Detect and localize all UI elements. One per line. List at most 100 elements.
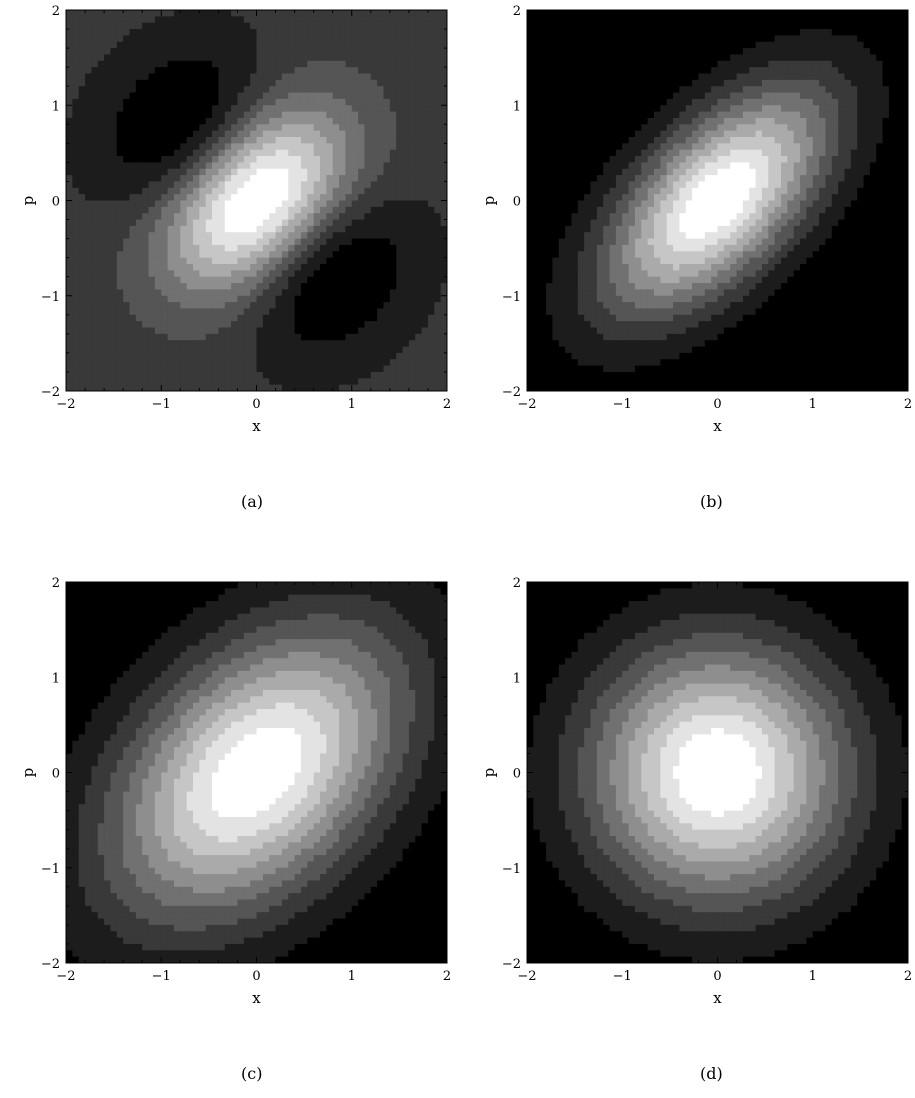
cell	[301, 283, 308, 290]
cell	[72, 112, 79, 119]
cell	[269, 23, 276, 30]
cell	[136, 150, 143, 157]
cell	[79, 162, 86, 169]
cell	[180, 226, 187, 233]
cell	[800, 99, 807, 106]
cell	[527, 143, 534, 150]
cell	[130, 74, 137, 81]
cell	[218, 67, 225, 74]
cell	[212, 366, 219, 373]
cell	[533, 86, 540, 93]
cell	[434, 29, 441, 36]
cell	[244, 112, 251, 119]
cell	[371, 118, 378, 125]
cell	[91, 239, 98, 246]
cell	[339, 213, 346, 220]
cell	[218, 143, 225, 150]
cell	[724, 67, 731, 74]
cell	[384, 112, 391, 119]
cell	[149, 67, 156, 74]
cell	[415, 251, 422, 258]
cell	[244, 124, 251, 131]
cell	[193, 74, 200, 81]
cell	[384, 29, 391, 36]
cell	[377, 61, 384, 68]
cell	[85, 289, 92, 296]
cell	[345, 207, 352, 214]
cell	[603, 16, 610, 23]
cell	[787, 29, 794, 36]
cell	[591, 48, 598, 55]
cell	[130, 328, 137, 335]
cell	[244, 181, 251, 188]
cell	[231, 283, 238, 290]
cell	[409, 334, 416, 341]
cell	[314, 10, 321, 17]
cell	[692, 67, 699, 74]
cell	[339, 334, 346, 341]
cell	[371, 334, 378, 341]
cell	[66, 239, 73, 246]
cell	[136, 270, 143, 277]
cell	[180, 378, 187, 385]
cell	[263, 150, 270, 157]
cell	[161, 194, 168, 201]
cell	[559, 124, 566, 131]
cell	[686, 16, 693, 23]
cell	[72, 23, 79, 30]
cell	[730, 99, 737, 106]
cell	[193, 321, 200, 328]
cell	[168, 270, 175, 277]
cell	[117, 315, 124, 322]
cell	[149, 328, 156, 335]
cell	[276, 328, 283, 335]
cell	[91, 296, 98, 303]
cell	[813, 99, 820, 106]
cell	[622, 16, 629, 23]
cell	[110, 156, 117, 163]
cell	[857, 105, 864, 112]
cell	[72, 372, 79, 379]
cell	[762, 29, 769, 36]
cell	[193, 61, 200, 68]
cell	[301, 29, 308, 36]
cell	[269, 80, 276, 87]
cell	[358, 328, 365, 335]
cell	[800, 29, 807, 36]
cell	[250, 23, 257, 30]
cell	[415, 99, 422, 106]
cell	[231, 93, 238, 100]
cell	[320, 74, 327, 81]
cell	[762, 67, 769, 74]
cell	[244, 162, 251, 169]
cell	[307, 181, 314, 188]
cell	[591, 80, 598, 87]
cell	[819, 48, 826, 55]
cell	[660, 105, 667, 112]
cell	[237, 328, 244, 335]
cell	[66, 201, 73, 208]
cell	[794, 16, 801, 23]
cell	[806, 86, 813, 93]
cell	[422, 315, 429, 322]
cell	[257, 315, 264, 322]
cell	[263, 175, 270, 182]
cell	[206, 213, 213, 220]
cell	[358, 143, 365, 150]
cell	[149, 162, 156, 169]
cell	[768, 35, 775, 42]
cell	[692, 35, 699, 42]
cell	[142, 194, 149, 201]
cell	[371, 296, 378, 303]
cell	[895, 99, 902, 106]
cell	[434, 321, 441, 328]
cell	[301, 308, 308, 315]
cell	[218, 296, 225, 303]
cell	[358, 93, 365, 100]
cell	[396, 245, 403, 252]
cell	[705, 105, 712, 112]
cell	[314, 366, 321, 373]
cell	[705, 23, 712, 30]
cell	[364, 308, 371, 315]
cell	[326, 302, 333, 309]
